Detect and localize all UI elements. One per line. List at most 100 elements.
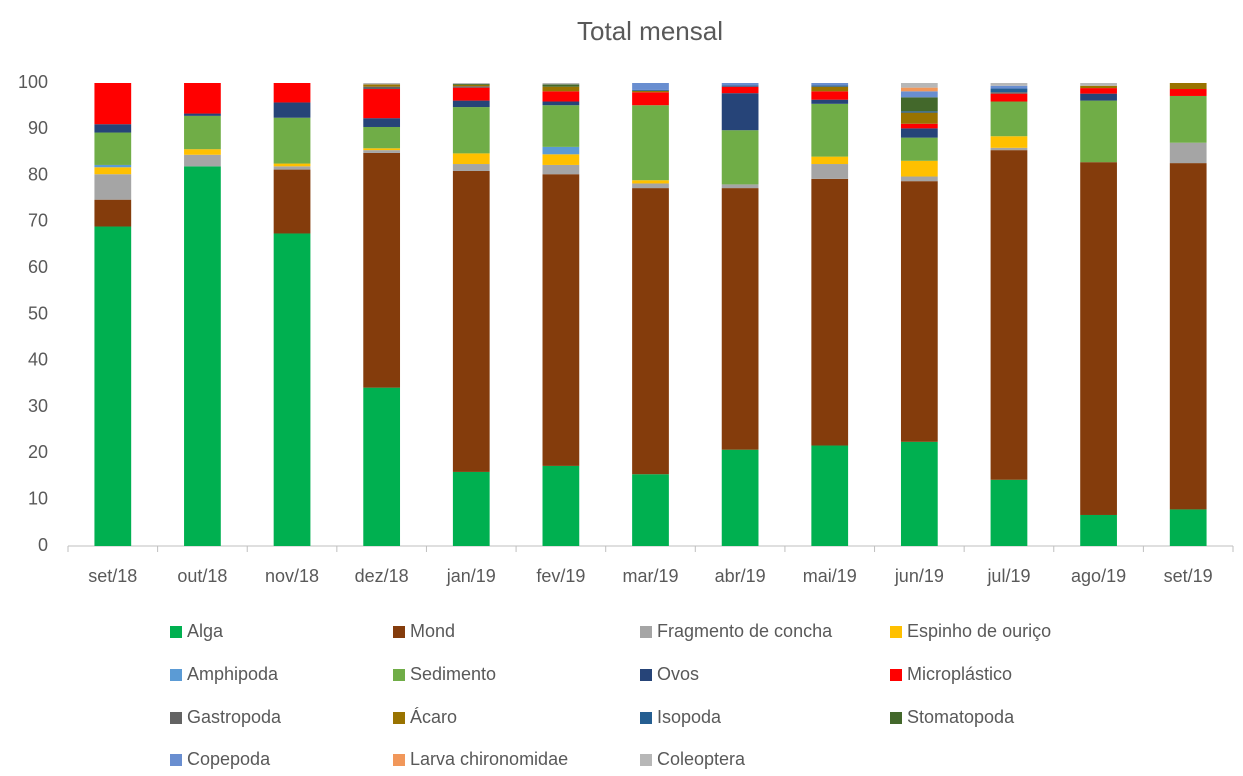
bar-segment [273, 233, 311, 546]
legend-swatch [393, 626, 405, 638]
bar-segment [1169, 142, 1207, 164]
bar-segment [811, 178, 849, 446]
bar-segment [990, 136, 1028, 148]
x-tick-label: mar/19 [622, 566, 678, 586]
bar-segment [363, 150, 401, 153]
legend-label: Amphipoda [187, 664, 279, 684]
bar-segment [452, 153, 490, 165]
bar-segment [900, 112, 938, 124]
bar-segment [452, 471, 490, 546]
bar-segment [452, 84, 490, 87]
bar-segment [990, 479, 1028, 546]
bar-segment [184, 115, 221, 150]
bar-segment [1169, 83, 1207, 90]
bar-segment [632, 89, 669, 91]
legend-label: Coleoptera [657, 749, 746, 769]
bar-segment [363, 148, 401, 151]
bar-segment [542, 101, 580, 106]
bar-segment [900, 128, 938, 138]
bar-segment [1080, 93, 1117, 101]
x-tick-label: jun/19 [894, 566, 944, 586]
legend-label: Fragmento de concha [657, 621, 833, 641]
bar-segment [900, 111, 938, 113]
bar-segment [273, 83, 311, 103]
bar-segment [452, 83, 490, 85]
bar-segment [363, 89, 401, 119]
x-tick-label: set/18 [88, 566, 137, 586]
legend-swatch [170, 669, 182, 681]
bar-segment [1080, 83, 1117, 86]
bar-segment [632, 183, 669, 189]
legend-label: Gastropoda [187, 707, 282, 727]
bar-segment [632, 83, 669, 90]
bar-segment [452, 100, 490, 108]
bar-segment [900, 83, 938, 88]
bar-segment [452, 164, 490, 171]
bar-segment [452, 87, 490, 101]
y-tick-label: 0 [38, 535, 48, 555]
bar-segment [1080, 88, 1117, 94]
bar-segment [363, 86, 401, 90]
bar-segment [542, 164, 580, 175]
y-tick-label: 90 [28, 118, 48, 138]
bar-segment [1169, 95, 1207, 143]
bar-segment [452, 83, 490, 84]
bar-segment [363, 387, 401, 546]
y-tick-label: 20 [28, 442, 48, 462]
y-tick-label: 40 [28, 350, 48, 370]
bar-segment [542, 174, 580, 466]
bar-segment [990, 85, 1028, 89]
x-tick-label: fev/19 [536, 566, 585, 586]
bar-segment [900, 91, 938, 98]
bar-segment [721, 130, 759, 185]
x-tick-label: ago/19 [1071, 566, 1126, 586]
legend-swatch [393, 754, 405, 766]
bar-segment [94, 164, 132, 168]
x-tick-label: abr/19 [715, 566, 766, 586]
bar-segment [452, 170, 490, 472]
bar-segment [1080, 514, 1117, 546]
legend-label: Larva chironomidae [410, 749, 568, 769]
legend-label: Espinho de ouriço [907, 621, 1051, 641]
bar-segment [811, 91, 849, 100]
legend-swatch [170, 712, 182, 724]
bar-segment [542, 84, 580, 87]
bar-segment [721, 86, 759, 94]
legend-swatch [170, 754, 182, 766]
legend-swatch [393, 712, 405, 724]
bar-segment [990, 93, 1028, 102]
bar-segment [990, 150, 1028, 480]
bar-segment [542, 146, 580, 155]
bar-segment [811, 445, 849, 546]
y-tick-label: 10 [28, 488, 48, 508]
bar-segment [811, 83, 849, 86]
bar-segment [900, 97, 938, 112]
legend-swatch [640, 626, 652, 638]
legend-swatch [890, 712, 902, 724]
bar-segment [1169, 509, 1207, 546]
bar-segment [811, 164, 849, 179]
legend-label: Copepoda [187, 749, 271, 769]
y-tick-label: 50 [28, 303, 48, 323]
legend-swatch [890, 626, 902, 638]
x-tick-label: out/18 [177, 566, 227, 586]
bar-segment [632, 180, 669, 184]
bar-segment [721, 184, 759, 189]
x-tick-label: jan/19 [446, 566, 496, 586]
legend-label: Microplástico [907, 664, 1012, 684]
bar-segment [542, 86, 580, 92]
bar-segment [1080, 85, 1117, 89]
bar-segment [452, 86, 490, 88]
legend-label: Ácaro [410, 707, 457, 727]
bar-segment [900, 123, 938, 129]
bar-segment [542, 465, 580, 546]
bar-segment [1169, 163, 1207, 510]
bar-segment [273, 117, 311, 164]
bar-segment [363, 118, 401, 127]
bar-segment [900, 441, 938, 546]
bar-segment [273, 163, 311, 167]
bar-segment [94, 199, 132, 227]
bar-segment [811, 85, 849, 87]
bar-segment [184, 113, 221, 116]
